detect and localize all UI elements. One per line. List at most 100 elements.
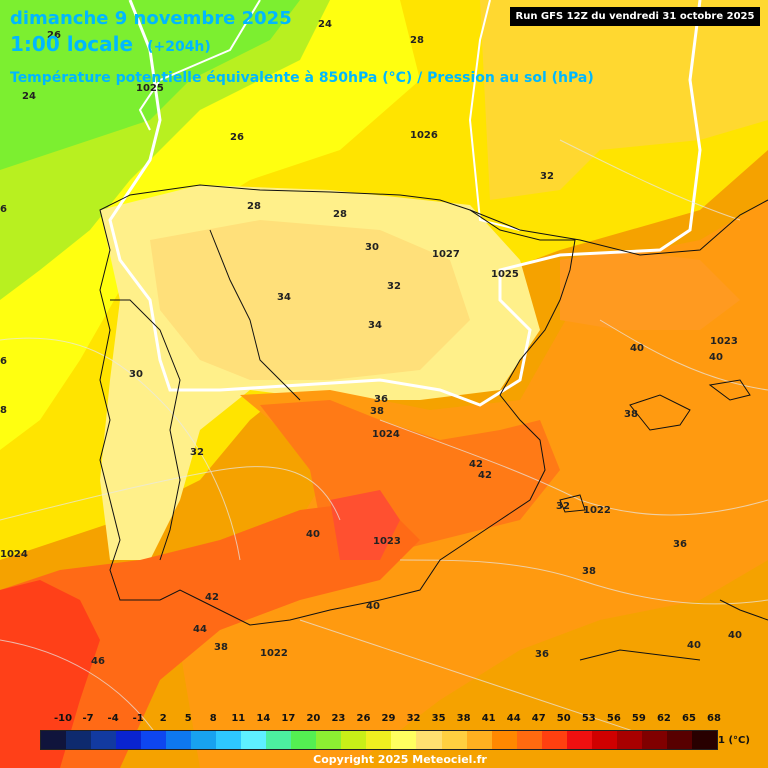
map-label: 38 [582,566,596,577]
legend-ticks: -10 -7 -4 -1 2 5 8 11 14 17 20 23 26 29 32 35 38 41 44 47 50… [38,713,721,727]
legend-tick-label: 35 [431,713,446,724]
map-label: 40 [728,630,742,641]
legend-tick-label: 38 [456,713,471,724]
legend-tick-label: 14 [256,713,271,724]
map-label: 42 [478,470,492,481]
map-label: 1027 [432,249,460,260]
legend-tick-label: 44 [506,713,521,724]
map-label: 46 [91,656,105,667]
map-label: 40 [306,529,320,540]
map-label: 34 [368,320,382,331]
legend-tick-label: 11 [231,713,246,724]
map-label: 26 [230,132,244,143]
map-label: 32 [556,501,570,512]
map-label: 36 [535,649,549,660]
map-label: 8 [0,405,7,416]
legend-swatch [491,731,517,749]
map-label: 32 [540,171,554,182]
run-info-badge: Run GFS 12Z du vendredi 31 octobre 2025 [510,7,760,26]
legend-tick-label: 2 [159,713,167,724]
map-label: 40 [630,343,644,354]
map-label: 40 [709,352,723,363]
map-label: 28 [247,201,261,212]
map-label: 34 [277,292,291,303]
map-label: 42 [205,592,219,603]
map-label: 1023 [710,336,738,347]
map-label: 44 [193,624,207,635]
map-label: 38 [370,406,384,417]
legend-swatch [191,731,217,749]
legend-swatch [391,731,417,749]
legend-swatch [216,731,242,749]
legend-tick-label: -4 [107,713,119,724]
map-label: 38 [624,409,638,420]
map-label: 32 [387,281,401,292]
map-label: 38 [214,642,228,653]
legend-tick-label: 5 [184,713,192,724]
map-label: 30 [365,242,379,253]
legend-swatch [416,731,442,749]
legend-tick-label: 59 [631,713,646,724]
legend-swatch [116,731,142,749]
legend-tick-label: 26 [356,713,371,724]
legend-swatch [566,731,592,749]
map-label: 24 [318,19,332,30]
color-scale [40,730,718,750]
map-label: 1025 [491,269,519,280]
legend-tick-label: 50 [556,713,571,724]
legend-tick-label: 62 [656,713,671,724]
cyclone-legend-icon: 1 [718,735,725,746]
map-label: 1025 [136,83,164,94]
legend-tick-label: 17 [281,713,296,724]
legend-tick-label: 29 [381,713,396,724]
time-label: 1:00 locale [10,32,134,56]
map-title-time: 1:00 locale (+204h) [10,32,211,56]
map-label: 24 [22,91,36,102]
map-label: 6 [0,204,7,215]
map-label: 30 [129,369,143,380]
legend-swatch [66,731,92,749]
legend-tick-label: 32 [406,713,421,724]
legend-swatch [666,731,692,749]
map-label: 1023 [373,536,401,547]
legend-tick-label: 41 [481,713,496,724]
legend-tick-label: 56 [606,713,621,724]
map-label: 40 [687,640,701,651]
legend-swatch [616,731,642,749]
map-label: 1022 [583,505,611,516]
legend-swatch [466,731,492,749]
map-label: 36 [374,394,388,405]
map-subtitle: Température potentielle équivalente à 85… [10,70,594,86]
map-label: 32 [190,447,204,458]
map-label: 1024 [372,429,400,440]
map-label: 26 [47,30,61,41]
legend-tick-label: 47 [531,713,546,724]
map-label: 1024 [0,549,28,560]
legend-swatch [316,731,342,749]
legend-unit: 1 (°C) [718,735,750,746]
map-label: 40 [366,601,380,612]
legend-swatch [541,731,567,749]
legend-swatch [641,731,667,749]
map-label: 28 [333,209,347,220]
unit-label: (°C) [728,735,750,746]
map-label: 6 [0,356,7,367]
legend-tick-label: 65 [681,713,696,724]
legend-swatch [166,731,192,749]
legend-swatch [516,731,542,749]
map-label: 1026 [410,130,438,141]
forecast-lead-label: (+204h) [147,39,211,55]
legend-swatch [341,731,367,749]
legend-swatch [691,731,717,749]
legend-tick-label: 53 [581,713,596,724]
legend-swatch [441,731,467,749]
map-label: 36 [673,539,687,550]
legend-tick-label: -1 [132,713,144,724]
map-label: 28 [410,35,424,46]
legend-swatch [366,731,392,749]
map-title-date: dimanche 9 novembre 2025 [10,8,292,29]
legend-swatch [41,731,67,749]
legend-swatch [291,731,317,749]
legend-tick-label: 68 [707,713,721,724]
